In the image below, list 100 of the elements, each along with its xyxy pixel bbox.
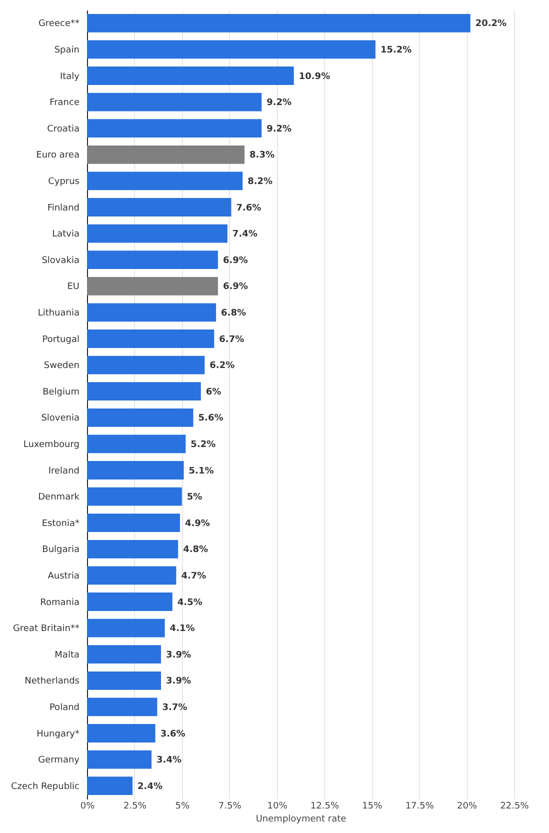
y-tick-label: Bulgaria (42, 545, 80, 556)
bar (87, 330, 214, 348)
bar (87, 618, 165, 638)
y-tick-label: France (50, 98, 80, 108)
bar (87, 724, 156, 742)
y-tick-label: Hungary* (36, 729, 80, 740)
data-label: 3.6% (160, 729, 186, 740)
y-tick-label: Denmark (38, 492, 80, 503)
bar (87, 487, 182, 506)
bar (87, 776, 133, 796)
x-tick-label: 20% (457, 802, 478, 812)
data-label: 5.2% (190, 440, 216, 450)
y-tick-label: Spain (54, 45, 80, 56)
bar (87, 224, 228, 243)
data-label: 4.8% (183, 545, 208, 556)
data-label: 4.5% (177, 598, 202, 608)
bar (87, 461, 184, 480)
data-label: 8.2% (248, 176, 273, 187)
data-label: 3.9% (166, 650, 191, 660)
bar (87, 66, 294, 85)
bar (87, 698, 158, 716)
bar (87, 303, 216, 322)
data-label: 5.6% (198, 414, 224, 424)
y-tick-label: Cyprus (48, 176, 80, 187)
bar (87, 14, 470, 32)
bar (87, 172, 243, 190)
y-tick-label: Germany (38, 756, 80, 766)
x-tick-label: 22.5% (500, 802, 530, 812)
bar (87, 566, 176, 585)
data-label: 9.2% (266, 124, 292, 134)
data-label: 3.4% (156, 756, 182, 766)
data-label: 9.2% (266, 98, 292, 108)
bar (87, 119, 262, 138)
x-tick-label: 2.5% (124, 802, 147, 812)
y-tick-label: Finland (47, 203, 80, 214)
y-tick-label: Croatia (47, 124, 80, 134)
data-label: 7.6% (236, 203, 262, 214)
bar (87, 408, 194, 427)
y-tick-label: Slovakia (42, 256, 80, 266)
y-tick-label: Great Britain** (12, 624, 80, 634)
y-tick-label: EU (67, 282, 80, 292)
data-label: 8.3% (250, 150, 274, 161)
x-tick-label: 7.5% (218, 802, 242, 812)
data-label: 4.1% (170, 624, 195, 634)
bar (87, 356, 205, 374)
bar (87, 592, 172, 611)
bar (87, 382, 201, 401)
data-label: 6.8% (221, 308, 246, 318)
bar (87, 434, 186, 454)
y-tick-label: Slovenia (41, 414, 80, 424)
x-tick-label: 5% (175, 802, 190, 812)
y-tick-label: Portugal (42, 334, 80, 345)
data-label: 5.1% (188, 466, 214, 476)
y-tick-label: Netherlands (24, 676, 80, 687)
data-label: 4.9% (184, 518, 210, 529)
data-label: 6.9% (222, 256, 248, 266)
x-axis-title: Unemployment rate (256, 814, 347, 824)
y-tick-label: Poland (49, 702, 80, 713)
bar (87, 198, 232, 216)
x-tick-label: 17.5% (405, 802, 434, 812)
bar (87, 645, 162, 664)
data-label: 3.7% (162, 702, 188, 713)
bar (87, 540, 178, 558)
data-label: 3.9% (166, 676, 191, 687)
bar (87, 276, 218, 296)
data-label: 6.9% (222, 282, 248, 292)
data-label: 6% (206, 387, 222, 398)
bar (87, 671, 162, 690)
data-label: 6.7% (219, 334, 244, 345)
bar (87, 750, 152, 769)
bar (87, 40, 376, 59)
bar (87, 145, 245, 164)
y-tick-label: Sweden (44, 361, 80, 372)
y-tick-label: Austria (48, 571, 80, 582)
y-tick-label: Belgium (42, 387, 80, 398)
y-tick-label: Romania (40, 598, 80, 608)
data-label: 20.2% (475, 19, 507, 30)
data-label: 7.4% (232, 230, 258, 240)
y-tick-label: Czech Republic (10, 782, 80, 792)
y-tick-label: Malta (54, 650, 80, 660)
y-tick-label: Lithuania (38, 308, 80, 318)
data-label: 2.4% (138, 782, 163, 792)
x-tick-label: 0% (80, 802, 96, 812)
bar (87, 92, 262, 112)
y-tick-label: Latvia (52, 230, 80, 240)
x-tick-label: 15% (362, 802, 383, 812)
y-tick-label: Luxembourg (23, 440, 80, 450)
y-tick-label: Ireland (48, 466, 80, 476)
x-tick-label: 10% (267, 802, 288, 812)
y-tick-label: Euro area (36, 150, 80, 161)
data-label: 5% (186, 492, 202, 503)
data-label: 10.9% (298, 72, 330, 82)
bar (87, 250, 218, 270)
data-label: 15.2% (380, 45, 412, 56)
y-tick-label: Italy (60, 72, 80, 82)
data-label: 6.2% (210, 361, 235, 372)
y-tick-label: Estonia* (42, 518, 80, 529)
y-tick-label: Greece** (38, 19, 80, 30)
x-tick-label: 12.5% (310, 802, 340, 812)
data-label: 4.7% (181, 571, 206, 582)
